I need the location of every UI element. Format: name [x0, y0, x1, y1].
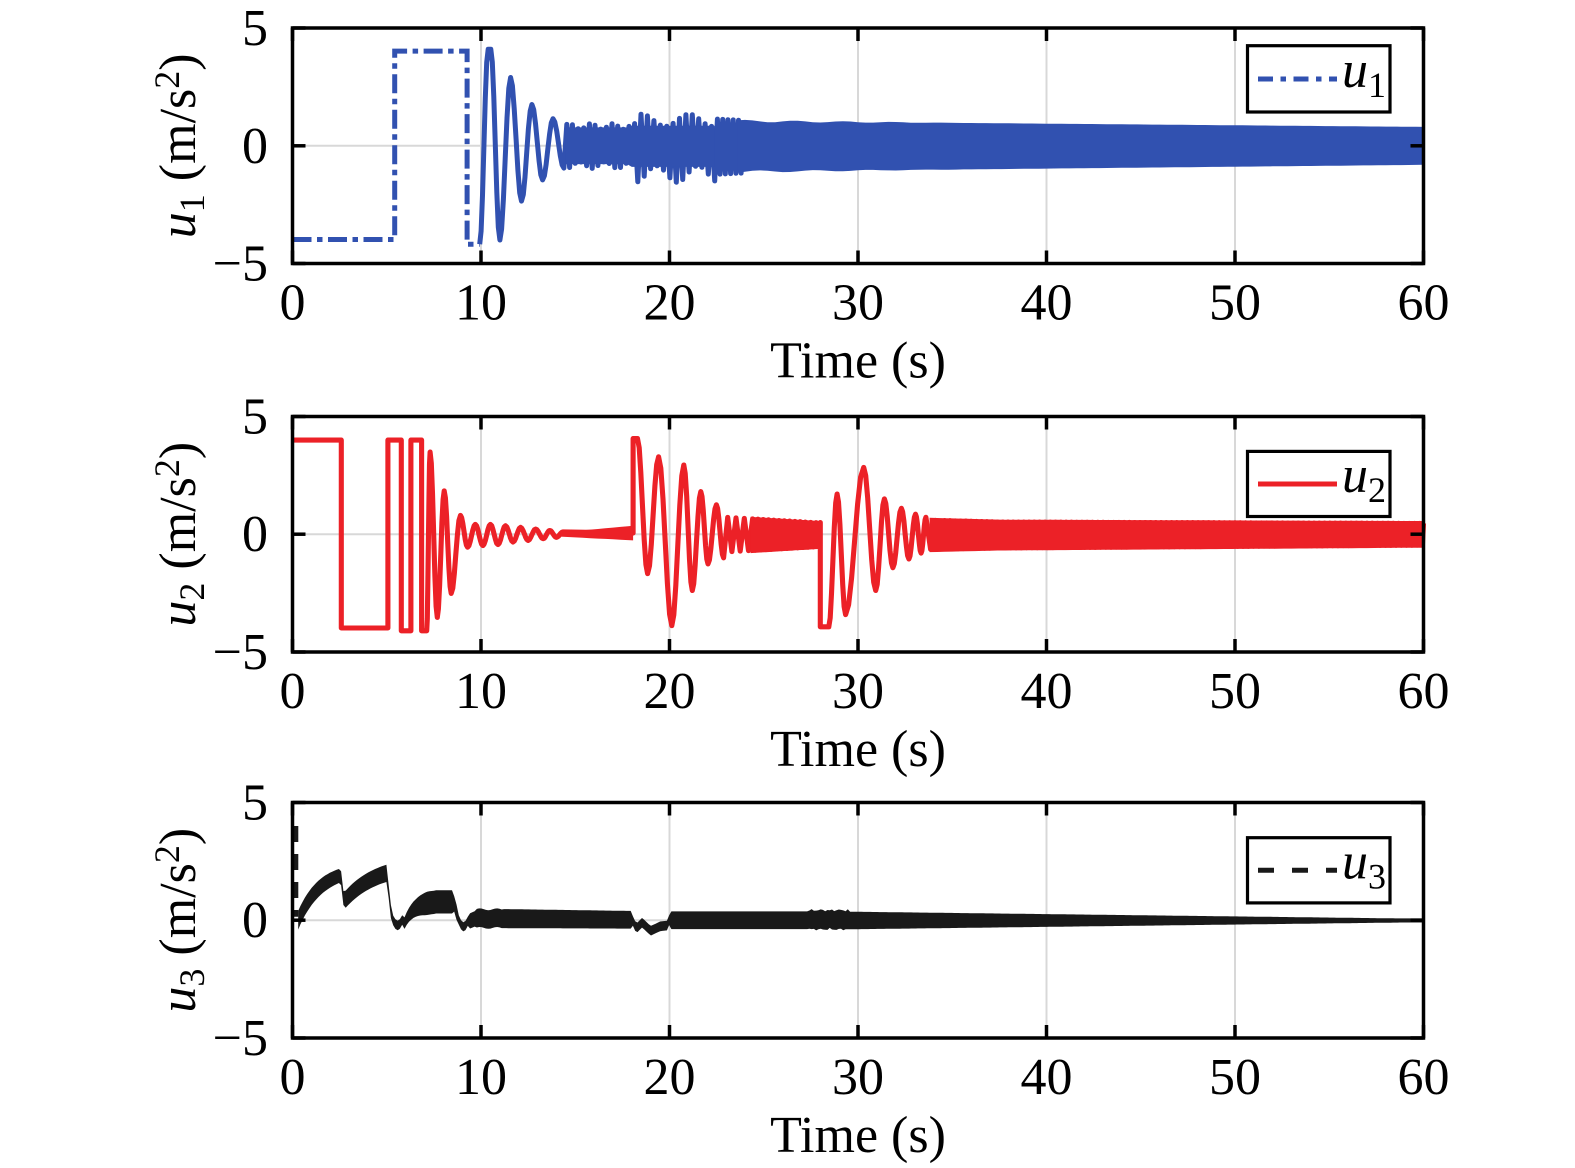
svg-text:5: 5: [242, 0, 268, 57]
svg-text:0: 0: [242, 892, 268, 949]
svg-text:0: 0: [280, 275, 306, 332]
svg-text:30: 30: [832, 663, 884, 720]
svg-text:−5: −5: [213, 1010, 268, 1067]
svg-text:60: 60: [1398, 1049, 1450, 1106]
svg-text:u1 (m/s2): u1 (m/s2): [147, 53, 212, 238]
svg-text:Time (s): Time (s): [770, 721, 946, 778]
svg-text:10: 10: [455, 663, 507, 720]
svg-text:−5: −5: [213, 236, 268, 293]
svg-text:20: 20: [644, 275, 696, 332]
svg-text:Time (s): Time (s): [770, 1107, 946, 1164]
svg-text:u3: u3: [1342, 833, 1386, 896]
svg-text:10: 10: [455, 1049, 507, 1106]
svg-text:u1: u1: [1342, 42, 1386, 105]
svg-text:u3 (m/s2): u3 (m/s2): [147, 828, 212, 1013]
svg-text:u2: u2: [1342, 447, 1386, 510]
svg-text:u2 (m/s2): u2 (m/s2): [147, 442, 212, 627]
svg-text:0: 0: [242, 506, 268, 563]
svg-text:40: 40: [1021, 1049, 1073, 1106]
svg-text:30: 30: [832, 1049, 884, 1106]
svg-text:60: 60: [1398, 663, 1450, 720]
svg-text:40: 40: [1021, 275, 1073, 332]
svg-text:50: 50: [1209, 663, 1261, 720]
svg-text:Time (s): Time (s): [770, 333, 946, 390]
svg-text:0: 0: [242, 118, 268, 175]
svg-text:50: 50: [1209, 275, 1261, 332]
svg-text:40: 40: [1021, 663, 1073, 720]
svg-text:0: 0: [280, 663, 306, 720]
svg-text:20: 20: [644, 1049, 696, 1106]
svg-text:30: 30: [832, 275, 884, 332]
svg-text:0: 0: [280, 1049, 306, 1106]
svg-text:50: 50: [1209, 1049, 1261, 1106]
svg-text:60: 60: [1398, 275, 1450, 332]
svg-text:20: 20: [644, 663, 696, 720]
svg-text:10: 10: [455, 275, 507, 332]
svg-text:5: 5: [242, 389, 268, 446]
svg-text:−5: −5: [213, 624, 268, 681]
svg-text:5: 5: [242, 775, 268, 832]
